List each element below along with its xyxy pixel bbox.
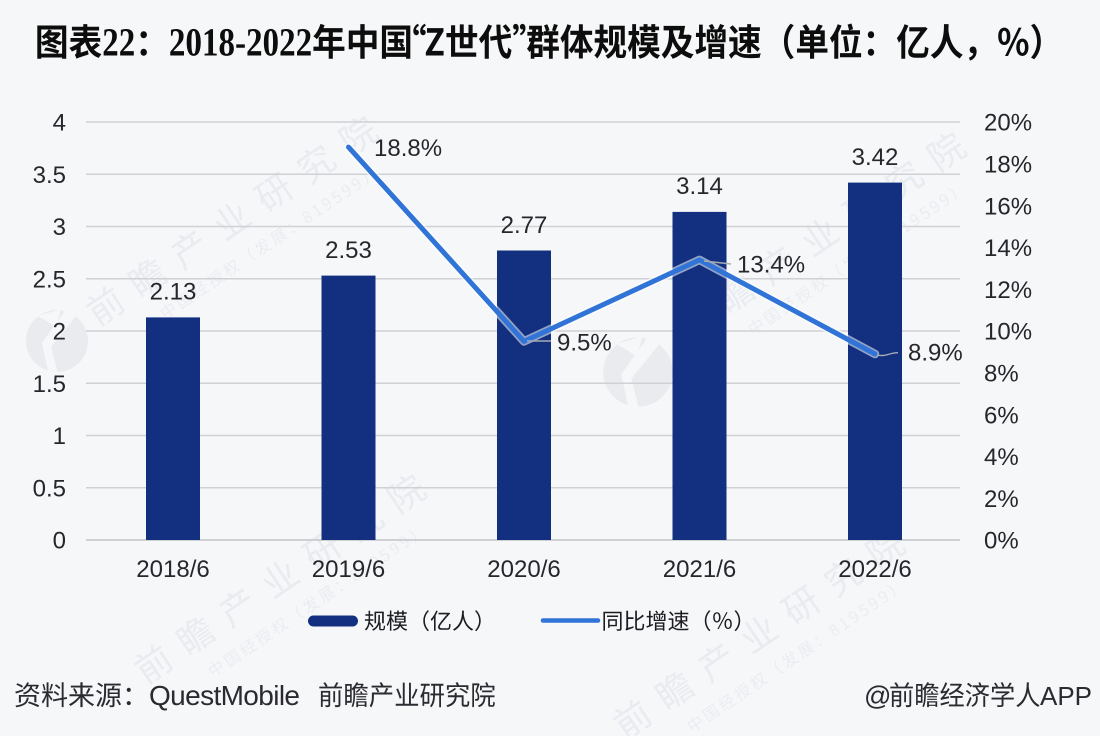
svg-text:6%: 6% (984, 402, 1019, 429)
svg-text:4: 4 (53, 110, 66, 137)
svg-text:0: 0 (53, 528, 66, 555)
svg-text:18%: 18% (984, 152, 1032, 179)
svg-text:2019/6: 2019/6 (312, 556, 385, 583)
svg-text:18.8%: 18.8% (374, 135, 442, 162)
svg-text:2.13: 2.13 (150, 279, 197, 306)
svg-text:8%: 8% (984, 361, 1019, 388)
svg-text:14%: 14% (984, 235, 1032, 262)
svg-text:13.4%: 13.4% (737, 252, 805, 279)
svg-text:0.5: 0.5 (33, 475, 66, 502)
svg-text:12%: 12% (984, 277, 1032, 304)
svg-text:2.53: 2.53 (325, 237, 372, 264)
svg-text:QuestMobile: QuestMobile (149, 680, 300, 711)
svg-text:10%: 10% (984, 319, 1032, 346)
svg-text:3.14: 3.14 (676, 173, 723, 200)
svg-text:2021/6: 2021/6 (663, 556, 736, 583)
svg-text:4%: 4% (984, 444, 1019, 471)
svg-text:2022/6: 2022/6 (838, 556, 911, 583)
svg-text:APP: APP (1040, 681, 1092, 711)
svg-text:2.77: 2.77 (501, 212, 548, 239)
svg-text:20%: 20% (984, 110, 1032, 137)
svg-text:9.5%: 9.5% (557, 330, 612, 357)
svg-text:1: 1 (53, 423, 66, 450)
svg-text:2%: 2% (984, 486, 1019, 513)
svg-text:0%: 0% (984, 528, 1019, 555)
svg-text:1.5: 1.5 (33, 371, 66, 398)
svg-text:16%: 16% (984, 193, 1032, 220)
svg-text:3.42: 3.42 (852, 144, 899, 171)
svg-text:2018/6: 2018/6 (136, 556, 209, 583)
svg-text:8.9%: 8.9% (908, 340, 963, 367)
svg-text:2020/6: 2020/6 (487, 556, 560, 583)
svg-text:2: 2 (53, 319, 66, 346)
svg-text:2.5: 2.5 (33, 266, 66, 293)
svg-text:3.5: 3.5 (33, 162, 66, 189)
svg-text:3: 3 (53, 214, 66, 241)
